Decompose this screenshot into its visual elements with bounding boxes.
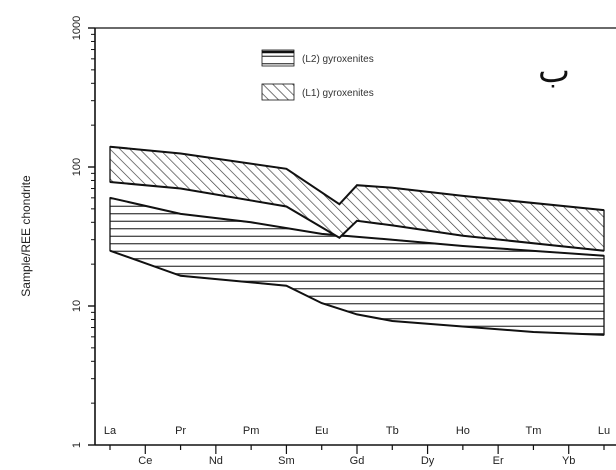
y-tick-label-1000: 1000 <box>71 16 83 40</box>
band-lower-line-l2 <box>109 249 605 336</box>
bands-layer <box>109 145 605 336</box>
x-label-Sm: Sm <box>278 455 295 467</box>
panel-letter: ب <box>538 51 570 91</box>
y-axis-title: Sample/REE chondrite <box>19 175 33 297</box>
band-lower-line-l1 <box>109 181 605 252</box>
x-label-Pm: Pm <box>243 425 260 437</box>
x-label-Tb: Tb <box>386 425 399 437</box>
ticks-layer: 1 10 100 1000 La Pr Pm Eu Tb Ho Tm Lu Ce Nd Sm Gd Dy Er Yb <box>71 16 610 467</box>
x-label-Tm: Tm <box>525 425 541 437</box>
y-tick-label-10: 10 <box>71 300 83 312</box>
x-label-Lu: Lu <box>598 425 610 437</box>
x-label-Nd: Nd <box>209 455 223 467</box>
legend-label-l1: (L1) gyroxenites <box>302 88 374 99</box>
x-label-Er: Er <box>493 455 504 467</box>
x-label-Ce: Ce <box>138 455 152 467</box>
y-tick-label-100: 100 <box>71 158 83 176</box>
band-upper-line-l1 <box>109 145 605 212</box>
plot-frame <box>94 27 616 446</box>
x-label-Pr: Pr <box>175 425 186 437</box>
x-label-Gd: Gd <box>350 455 365 467</box>
band-upper-line-l2 <box>109 196 605 257</box>
x-label-La: La <box>104 425 117 437</box>
legend: (L2) gyroxenites (L1) gyroxenites <box>261 49 374 101</box>
y-tick-label-1: 1 <box>71 442 83 448</box>
x-label-Yb: Yb <box>562 455 575 467</box>
x-label-Ho: Ho <box>456 425 470 437</box>
x-label-Eu: Eu <box>315 425 328 437</box>
legend-swatch-horizontal-fill <box>262 50 294 66</box>
x-label-Dy: Dy <box>421 455 435 467</box>
legend-label-l2: (L2) gyroxenites <box>302 54 374 65</box>
legend-swatch-hatched <box>261 83 295 101</box>
